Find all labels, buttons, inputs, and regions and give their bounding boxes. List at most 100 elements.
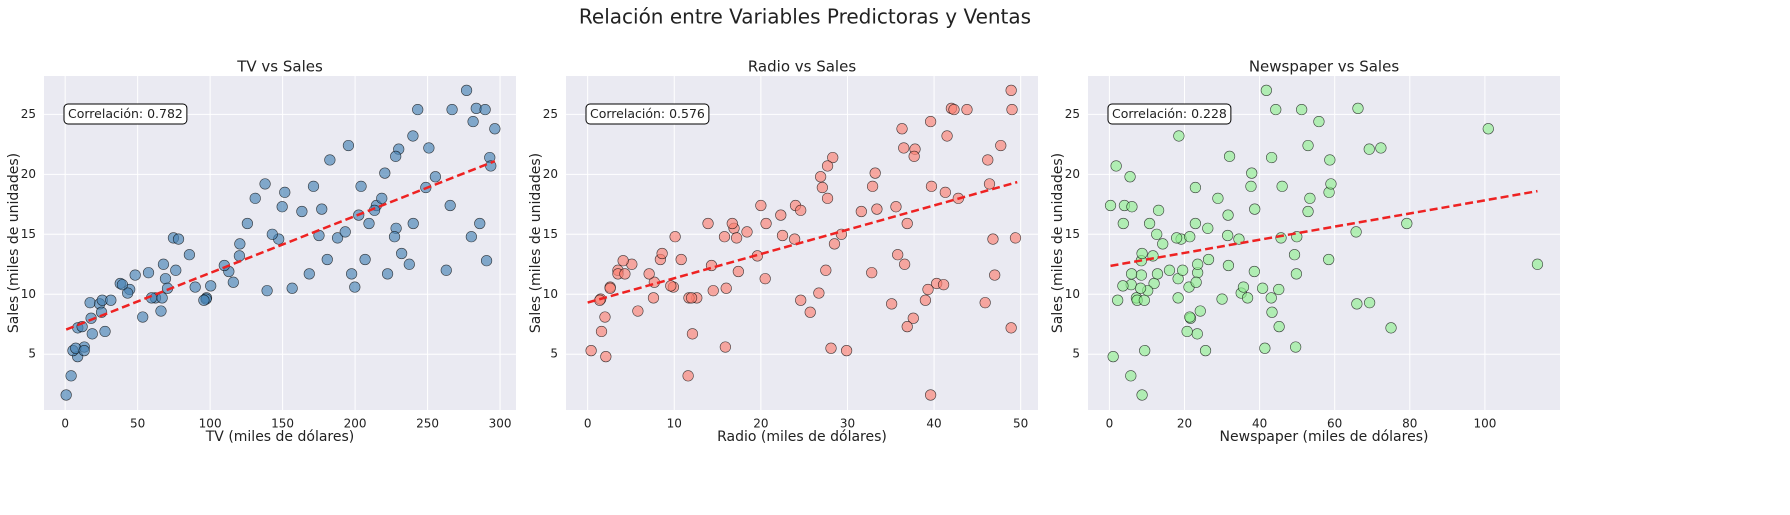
point xyxy=(1172,292,1184,304)
point xyxy=(896,123,908,135)
annotation-box xyxy=(585,103,710,125)
x-tick-label: 40 xyxy=(926,417,941,431)
x-tick-label: 10 xyxy=(667,417,682,431)
point xyxy=(479,103,491,116)
point xyxy=(1117,280,1129,292)
point xyxy=(813,287,825,299)
annotation: Correlación: 0.782 xyxy=(68,106,183,121)
point xyxy=(919,294,932,306)
y-axis-label: Sales (miles de unidades) xyxy=(1050,153,1066,333)
subplot: 5 10 15 20 25 0 10 20 30 40 50 Radio vs Sales Radio … xyxy=(528,58,1038,445)
x-tick-label: 0 xyxy=(1106,417,1114,431)
point xyxy=(324,154,336,166)
point xyxy=(105,294,117,306)
y-tick-label: 20 xyxy=(543,167,558,181)
point xyxy=(1181,325,1193,338)
point xyxy=(1152,204,1165,216)
point xyxy=(755,199,767,212)
point xyxy=(129,269,141,281)
point xyxy=(1189,181,1201,194)
x-tick-label: 100 xyxy=(1473,417,1496,431)
point xyxy=(423,142,435,154)
point xyxy=(1006,103,1018,116)
point xyxy=(1241,292,1254,304)
point xyxy=(1324,154,1336,166)
point xyxy=(925,180,938,192)
point xyxy=(941,130,953,142)
point xyxy=(1136,247,1148,260)
point xyxy=(60,389,72,401)
point xyxy=(233,250,246,262)
y-axis-label: Sales (miles de unidades) xyxy=(6,153,22,333)
subplot-title: Newspaper vs Sales xyxy=(1249,58,1400,76)
point xyxy=(983,178,996,190)
point xyxy=(804,306,816,318)
point xyxy=(1296,103,1308,116)
point xyxy=(349,281,361,293)
point xyxy=(474,217,486,230)
y-tick-label: 25 xyxy=(1065,107,1080,121)
point xyxy=(925,115,937,128)
point xyxy=(939,186,951,198)
point xyxy=(732,265,744,278)
point xyxy=(1117,217,1129,230)
point xyxy=(647,292,660,304)
point xyxy=(595,325,608,338)
annotation: Correlación: 0.228 xyxy=(1112,106,1227,121)
point xyxy=(286,282,298,294)
point xyxy=(907,312,919,324)
x-tick-label: 200 xyxy=(344,417,367,431)
point xyxy=(1151,268,1164,280)
point xyxy=(1222,259,1235,272)
point xyxy=(665,280,677,292)
point xyxy=(1290,268,1303,280)
point xyxy=(155,305,167,317)
point xyxy=(440,264,452,276)
point xyxy=(381,268,394,280)
point xyxy=(726,217,738,230)
point xyxy=(892,249,904,261)
point xyxy=(1216,293,1228,305)
point xyxy=(307,180,320,192)
point xyxy=(205,280,217,292)
x-axis-label: TV (miles de dólares) xyxy=(205,429,355,445)
point xyxy=(480,255,493,267)
point xyxy=(1302,205,1314,218)
point xyxy=(1173,130,1185,142)
point xyxy=(1202,253,1215,266)
point xyxy=(234,238,246,250)
point xyxy=(669,231,681,243)
point xyxy=(1304,192,1316,204)
point xyxy=(789,233,801,245)
trend-line xyxy=(1110,189,1538,268)
point xyxy=(599,311,611,323)
point xyxy=(1325,178,1337,190)
point xyxy=(1222,229,1234,242)
point xyxy=(227,276,239,288)
point xyxy=(189,281,201,293)
point xyxy=(1009,232,1022,244)
y-axis-label: Sales (miles de unidades) xyxy=(528,153,544,333)
annotation-box xyxy=(1107,103,1232,125)
point xyxy=(795,204,807,216)
point xyxy=(1249,203,1261,215)
point xyxy=(685,292,698,304)
point xyxy=(1270,103,1282,116)
point xyxy=(1259,342,1271,354)
point xyxy=(1323,253,1335,266)
x-tick-label: 150 xyxy=(271,417,294,431)
point xyxy=(279,186,291,198)
point xyxy=(1005,84,1017,96)
point xyxy=(1134,282,1147,294)
y-tick-label: 5 xyxy=(28,347,36,361)
y-tick-label: 15 xyxy=(1065,227,1080,241)
point xyxy=(898,142,910,154)
x-tick-label: 100 xyxy=(199,417,222,431)
x-tick-label: 20 xyxy=(753,417,768,431)
point xyxy=(1260,84,1272,96)
point xyxy=(429,171,442,183)
subplot: 5 10 15 20 25 0 20 40 60 80 100 Newspaper vs Sales N… xyxy=(1050,58,1560,445)
y-tick-label: 25 xyxy=(543,107,558,121)
point xyxy=(321,253,333,266)
